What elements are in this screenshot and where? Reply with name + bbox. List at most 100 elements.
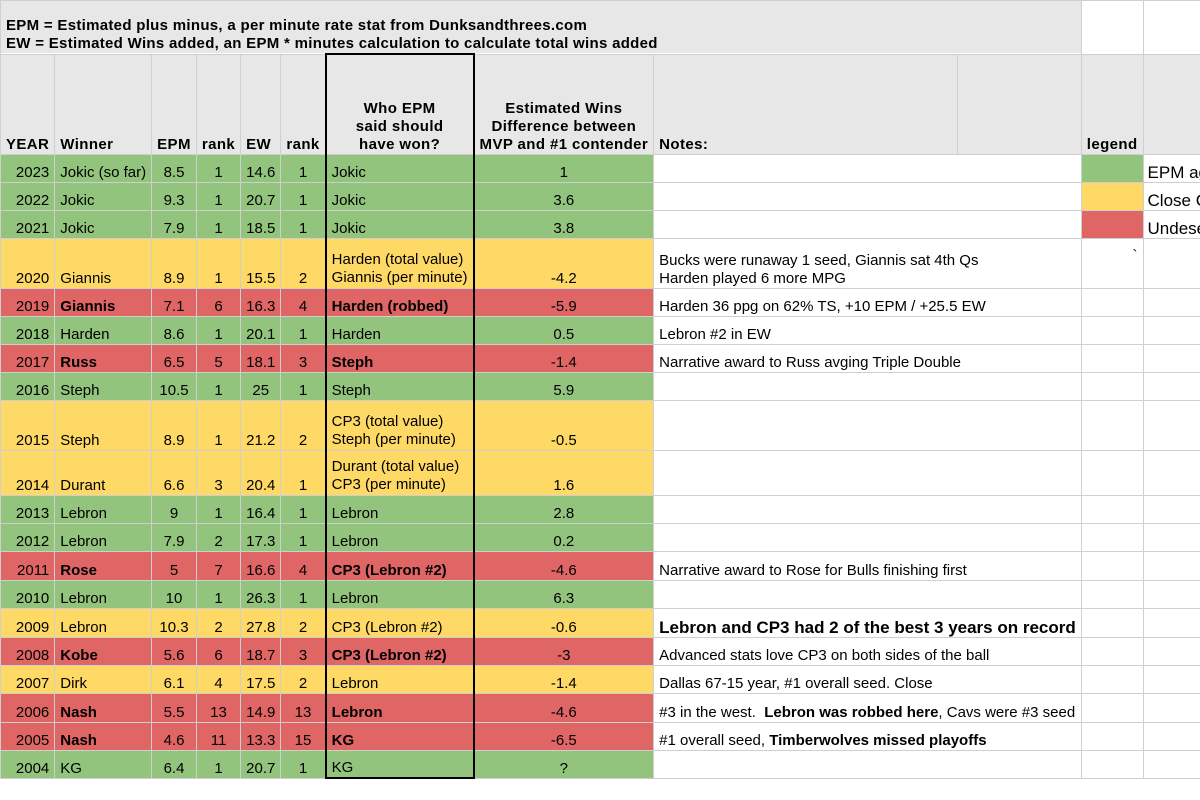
cell-notes[interactable]: Dallas 67-15 year, #1 overall seed. Clos… [653, 664, 1082, 694]
header-epm-rank[interactable]: rank [195, 53, 242, 155]
cell-epm[interactable]: 7.1 [151, 287, 197, 317]
cell-epm[interactable]: 9 [151, 494, 197, 524]
cell-winner[interactable]: Lebron [54, 607, 153, 638]
intro-cell[interactable]: EPM = Estimated plus minus, a per minute… [0, 0, 1082, 55]
cell-ew-rank[interactable]: 4 [280, 550, 327, 581]
cell-epm-rank[interactable]: 1 [195, 153, 242, 183]
cell-epm[interactable]: 4.6 [151, 721, 197, 751]
cell-epm-rank[interactable]: 13 [195, 692, 242, 723]
cell-notes[interactable]: Narrative award to Rose for Bulls finish… [653, 550, 1082, 581]
cell-ew[interactable]: 14.9 [240, 692, 282, 723]
cell-epm[interactable]: 8.9 [151, 399, 197, 451]
cell-ew[interactable]: 25 [240, 371, 282, 401]
cell-who-epm[interactable]: Durant (total value) CP3 (per minute) [324, 449, 475, 496]
blank-cell[interactable] [1142, 315, 1200, 345]
blank-cell[interactable] [1142, 664, 1200, 694]
cell-who-epm[interactable]: Jokic [324, 153, 475, 183]
legend-blank-cell[interactable] [1080, 607, 1144, 638]
cell-diff[interactable]: 5.9 [473, 371, 655, 401]
cell-winner[interactable]: Russ [54, 343, 153, 373]
cell-epm-rank[interactable]: 3 [195, 449, 242, 496]
cell-epm-rank[interactable]: 5 [195, 343, 242, 373]
header-notes-2[interactable] [957, 53, 1082, 155]
cell-epm[interactable]: 8.9 [151, 237, 197, 289]
header-epm[interactable]: EPM [151, 53, 197, 155]
cell-who-epm[interactable]: Jokic [324, 181, 475, 211]
cell-epm[interactable]: 8.6 [151, 315, 197, 345]
blank-cell[interactable] [1142, 53, 1200, 155]
cell-diff[interactable]: -4.6 [473, 692, 655, 723]
legend-blank-cell[interactable] [1080, 692, 1144, 723]
cell-diff[interactable]: 3.6 [473, 181, 655, 211]
cell-notes[interactable] [653, 579, 1082, 609]
cell-ew-rank[interactable]: 2 [280, 237, 327, 289]
blank-cell[interactable] [1142, 522, 1200, 552]
cell-epm[interactable]: 10.3 [151, 607, 197, 638]
cell-diff[interactable]: ? [473, 749, 655, 779]
cell-epm-rank[interactable]: 6 [195, 287, 242, 317]
legend-blank-cell[interactable] [1080, 494, 1144, 524]
cell-epm-rank[interactable]: 1 [195, 181, 242, 211]
cell-year[interactable]: 2018 [0, 315, 56, 345]
cell-notes[interactable] [653, 181, 1082, 211]
cell-ew-rank[interactable]: 2 [280, 607, 327, 638]
cell-who-epm[interactable]: Harden [324, 315, 475, 345]
cell-notes[interactable] [653, 749, 1082, 779]
header-diff[interactable]: Estimated Wins Difference between MVP an… [473, 53, 655, 155]
cell-diff[interactable]: 0.5 [473, 315, 655, 345]
cell-who-epm[interactable]: KG [324, 749, 475, 779]
cell-winner[interactable]: Jokic [54, 209, 153, 239]
cell-ew-rank[interactable]: 1 [280, 494, 327, 524]
cell-ew[interactable]: 26.3 [240, 579, 282, 609]
header-year[interactable]: YEAR [0, 53, 56, 155]
cell-winner[interactable]: Jokic [54, 181, 153, 211]
legend-blank-cell[interactable] [1080, 287, 1144, 317]
header-winner[interactable]: Winner [54, 53, 153, 155]
legend-blank-cell[interactable] [1080, 343, 1144, 373]
cell-diff[interactable]: 3.8 [473, 209, 655, 239]
cell-ew-rank[interactable]: 3 [280, 343, 327, 373]
legend-blank-cell[interactable] [1080, 550, 1144, 581]
cell-ew-rank[interactable]: 1 [280, 371, 327, 401]
cell-notes[interactable] [653, 371, 1082, 401]
cell-epm-rank[interactable]: 1 [195, 315, 242, 345]
cell-year[interactable]: 2015 [0, 399, 56, 451]
cell-year[interactable]: 2006 [0, 692, 56, 723]
cell-ew-rank[interactable]: 1 [280, 449, 327, 496]
cell-winner[interactable]: Harden [54, 315, 153, 345]
cell-epm-rank[interactable]: 2 [195, 607, 242, 638]
cell-year[interactable]: 2013 [0, 494, 56, 524]
cell-epm[interactable]: 6.4 [151, 749, 197, 779]
legend-blank-cell[interactable] [1080, 315, 1144, 345]
legend-blank-cell[interactable] [1080, 449, 1144, 496]
cell-notes[interactable]: Bucks were runaway 1 seed, Giannis sat 4… [653, 237, 1082, 289]
cell-winner[interactable]: Steph [54, 371, 153, 401]
cell-epm-rank[interactable]: 1 [195, 237, 242, 289]
header-ew[interactable]: EW [240, 53, 282, 155]
cell-ew[interactable]: 14.6 [240, 153, 282, 183]
cell-diff[interactable]: 2.8 [473, 494, 655, 524]
cell-notes[interactable] [653, 494, 1082, 524]
cell-epm[interactable]: 10.5 [151, 371, 197, 401]
legend-blank-cell[interactable] [1080, 579, 1144, 609]
cell-ew-rank[interactable]: 15 [280, 721, 327, 751]
cell-ew-rank[interactable]: 2 [280, 664, 327, 694]
cell-year[interactable]: 2009 [0, 607, 56, 638]
cell-ew[interactable]: 15.5 [240, 237, 282, 289]
cell-ew-rank[interactable]: 13 [280, 692, 327, 723]
cell-year[interactable]: 2005 [0, 721, 56, 751]
cell-epm-rank[interactable]: 1 [195, 494, 242, 524]
cell-notes[interactable]: Lebron #2 in EW [653, 315, 1082, 345]
cell-ew[interactable]: 17.5 [240, 664, 282, 694]
cell-winner[interactable]: Giannis [54, 237, 153, 289]
header-notes[interactable]: Notes: [653, 53, 959, 155]
cell-ew[interactable]: 20.1 [240, 315, 282, 345]
cell-diff[interactable]: -6.5 [473, 721, 655, 751]
legend-label-green[interactable]: EPM agrees [1142, 153, 1200, 183]
legend-blank-cell[interactable] [1080, 371, 1144, 401]
header-legend[interactable]: legend [1080, 53, 1144, 155]
cell-diff[interactable]: -0.5 [473, 399, 655, 451]
cell-who-epm[interactable]: CP3 (Lebron #2) [324, 550, 475, 581]
cell-who-epm[interactable]: Lebron [324, 664, 475, 694]
cell-ew-rank[interactable]: 4 [280, 287, 327, 317]
